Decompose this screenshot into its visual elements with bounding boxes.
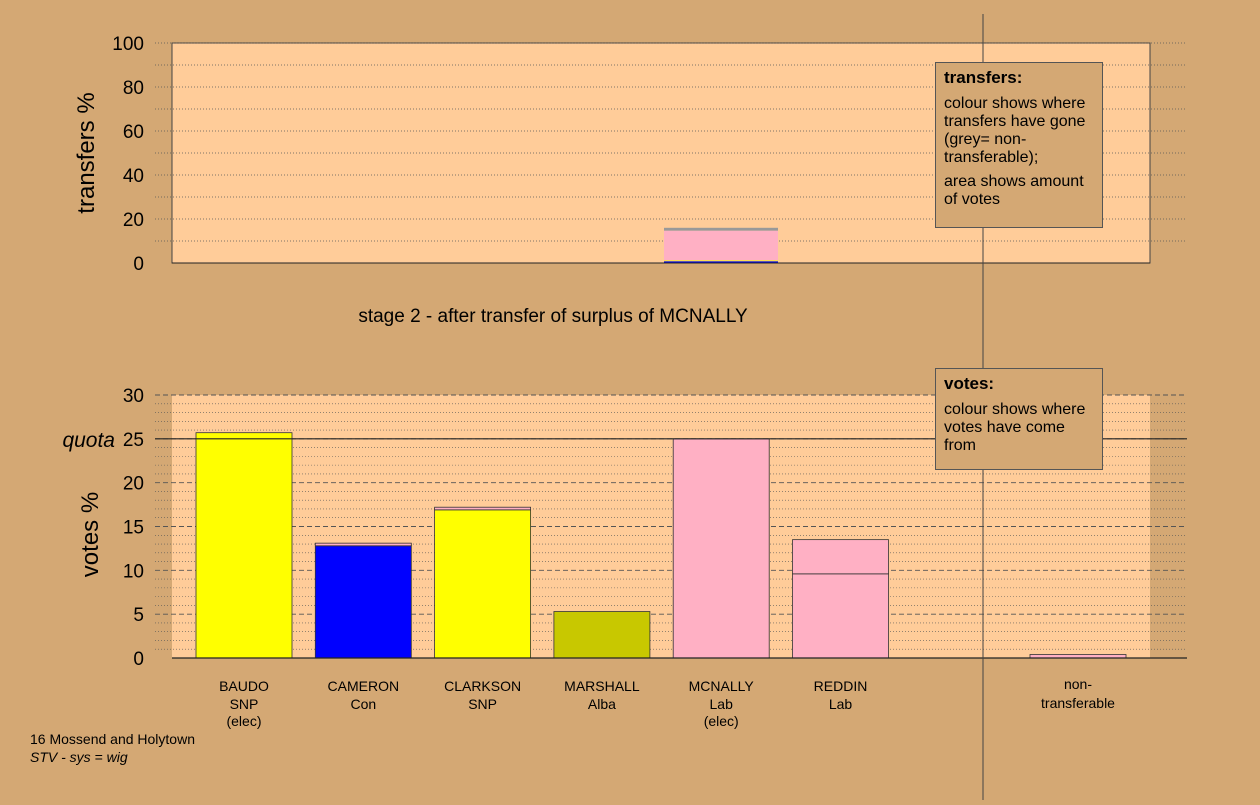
votes-y-tick-label: 0 [133, 649, 144, 670]
vote-bar-baudo-segment-0 [195, 432, 293, 659]
vote-bar-cameron-segment-1 [314, 542, 412, 547]
votes-legend: votes: colour shows where votes have com… [935, 368, 1103, 470]
candidate-name-label: CLARKSON [444, 678, 521, 694]
vote-bar-mcnally-segment-0 [672, 438, 770, 659]
transfers-legend: transfers: colour shows where transfers … [935, 62, 1103, 228]
candidate-elected-label: (elec) [704, 713, 739, 729]
transfers-legend-text-2: area shows amount of votes [944, 173, 1084, 208]
votes-y-tick-label: 5 [133, 605, 144, 626]
votes-y-tick-label: 25 [123, 430, 144, 451]
transfers-y-tick-label: 40 [123, 166, 144, 187]
system-label: STV - sys = wig [30, 749, 128, 765]
candidate-elected-label: (elec) [226, 713, 261, 729]
vote-bar-marshall-segment-0 [553, 611, 651, 659]
transfers-y-tick-label: 100 [112, 34, 144, 55]
votes-y-tick-label: 15 [123, 518, 144, 539]
votes-y-tick-label: 30 [123, 386, 144, 407]
candidate-name-label: REDDIN [814, 678, 868, 694]
votes-legend-title: votes: [944, 374, 995, 393]
candidate-party-label: SNP [468, 696, 497, 712]
transfers-legend-title: transfers: [944, 68, 1023, 87]
votes-y-axis-label: votes % [77, 492, 104, 577]
candidate-party-label: Lab [710, 696, 734, 712]
transfers-y-tick-label: 20 [123, 210, 144, 231]
transfers-y-tick-label: 0 [133, 254, 144, 275]
transfer-segment-non-transferable [664, 227, 778, 231]
nontransferable-label-line-1: non- [1064, 676, 1092, 692]
vote-bar-reddin-segment-0 [792, 573, 889, 659]
transfers-legend-text-1: colour shows where transfers have gone (… [944, 95, 1086, 166]
candidate-party-label: SNP [230, 696, 259, 712]
quota-label: quota [62, 429, 115, 452]
transfers-y-axis-label: transfers % [73, 92, 100, 213]
candidate-name-label: MCNALLY [689, 678, 755, 694]
ward-name: 16 Mossend and Holytown [30, 731, 195, 747]
votes-y-tick-label: 10 [123, 561, 144, 582]
nontransferable-label-line-2: transferable [1041, 695, 1115, 711]
candidate-party-label: Alba [588, 696, 616, 712]
candidate-party-label: Con [350, 696, 376, 712]
stage-label: stage 2 - after transfer of surplus of M… [358, 306, 748, 327]
candidate-party-label: Lab [829, 696, 853, 712]
footer: 16 Mossend and Holytown STV - sys = wig [30, 730, 195, 766]
transfers-y-tick-label: 60 [123, 122, 144, 143]
votes-y-tick-label: 20 [123, 474, 144, 495]
transfers-y-tick-label: 80 [123, 78, 144, 99]
votes-legend-text: colour shows where votes have come from [944, 401, 1086, 454]
transfer-segment-cameron [664, 261, 778, 263]
candidate-name-label: BAUDO [219, 678, 269, 694]
transfer-segment-reddin [664, 230, 778, 261]
vote-bar-reddin-segment-1 [792, 539, 889, 575]
vote-bar-cameron-segment-0 [314, 545, 412, 659]
candidate-name-label: MARSHALL [564, 678, 640, 694]
vote-bar-clarkson-segment-1 [434, 506, 532, 511]
transfer-segment-clarkson [664, 260, 778, 262]
vote-bar-clarkson-segment-0 [434, 509, 532, 659]
candidate-name-label: CAMERON [328, 678, 400, 694]
